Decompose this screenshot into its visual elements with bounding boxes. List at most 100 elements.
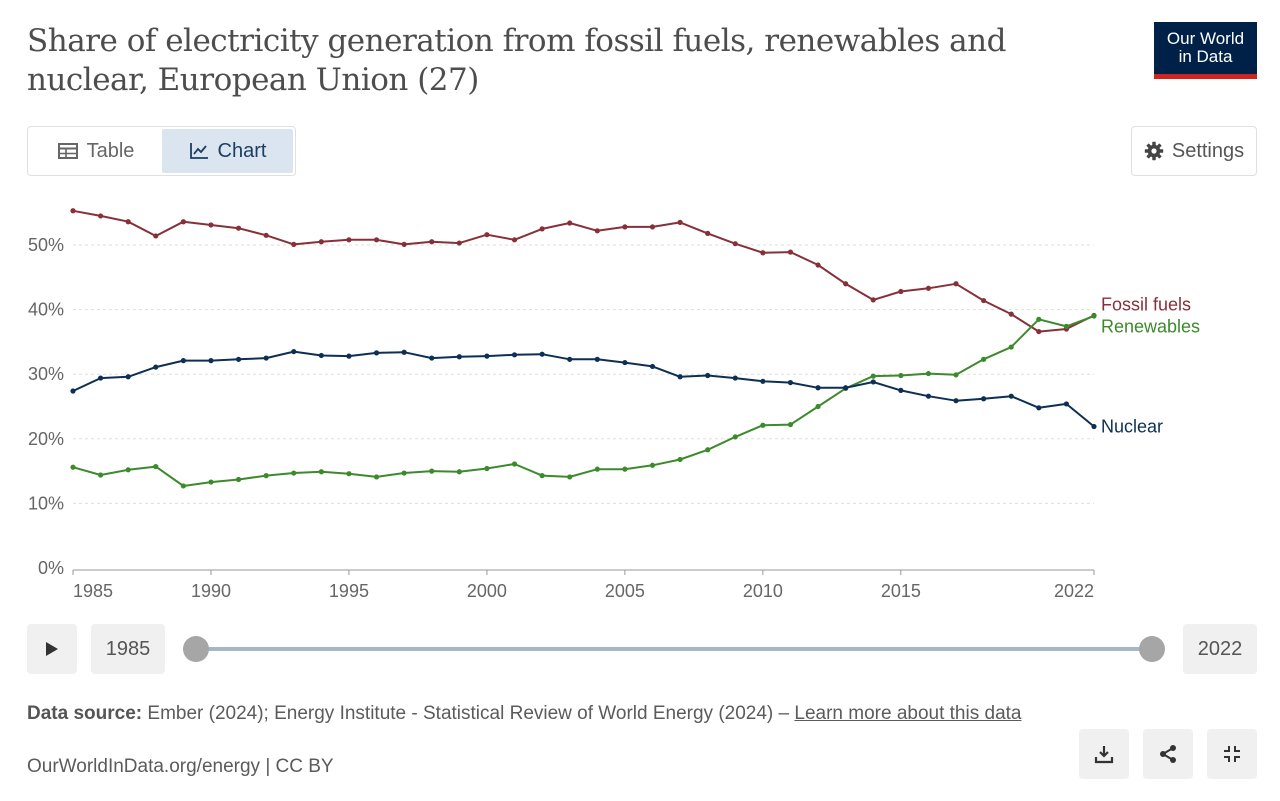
data-point[interactable] bbox=[1063, 401, 1070, 407]
data-point[interactable] bbox=[953, 398, 959, 404]
data-point[interactable] bbox=[760, 378, 766, 384]
data-point[interactable] bbox=[318, 352, 324, 359]
series-label[interactable]: Nuclear bbox=[1101, 417, 1163, 437]
data-point[interactable] bbox=[511, 461, 518, 467]
data-point[interactable] bbox=[208, 479, 214, 485]
timeline-end-year[interactable]: 2022 bbox=[1183, 624, 1257, 674]
data-point[interactable] bbox=[870, 379, 876, 385]
data-point[interactable] bbox=[125, 467, 131, 473]
data-point[interactable] bbox=[263, 355, 269, 361]
data-point[interactable] bbox=[898, 387, 904, 393]
data-point[interactable] bbox=[622, 224, 628, 230]
data-point[interactable] bbox=[843, 385, 849, 391]
data-point[interactable] bbox=[401, 470, 407, 476]
data-point[interactable] bbox=[677, 374, 683, 380]
data-point[interactable] bbox=[484, 232, 490, 238]
series-line[interactable] bbox=[72, 350, 1095, 428]
exit-fullscreen-button[interactable] bbox=[1207, 729, 1257, 779]
data-point[interactable] bbox=[263, 232, 269, 238]
data-point[interactable] bbox=[125, 374, 131, 380]
data-point[interactable] bbox=[815, 262, 821, 268]
data-point[interactable] bbox=[97, 213, 104, 219]
data-point[interactable] bbox=[70, 464, 76, 470]
data-point[interactable] bbox=[1008, 311, 1014, 317]
data-point[interactable] bbox=[539, 351, 545, 357]
data-point[interactable] bbox=[649, 363, 656, 370]
data-point[interactable] bbox=[153, 233, 159, 239]
timeline-start-handle[interactable] bbox=[183, 636, 209, 662]
tab-chart[interactable]: Chart bbox=[162, 129, 293, 173]
data-point[interactable] bbox=[291, 241, 297, 247]
data-point[interactable] bbox=[925, 370, 932, 377]
data-point[interactable] bbox=[732, 434, 738, 440]
data-point[interactable] bbox=[180, 358, 186, 364]
data-point[interactable] bbox=[953, 281, 959, 287]
data-point[interactable] bbox=[649, 462, 656, 468]
data-point[interactable] bbox=[456, 240, 462, 246]
data-point[interactable] bbox=[291, 470, 297, 476]
data-point[interactable] bbox=[125, 219, 131, 225]
data-point[interactable] bbox=[318, 469, 324, 475]
learn-more-link[interactable]: Learn more about this data bbox=[794, 703, 1022, 724]
data-point[interactable] bbox=[787, 421, 794, 428]
data-point[interactable] bbox=[898, 288, 904, 295]
data-point[interactable] bbox=[732, 241, 738, 247]
data-point[interactable] bbox=[456, 354, 462, 360]
share-button[interactable] bbox=[1143, 729, 1193, 779]
data-point[interactable] bbox=[1091, 313, 1097, 319]
data-point[interactable] bbox=[97, 375, 104, 381]
data-point[interactable] bbox=[235, 356, 242, 362]
data-point[interactable] bbox=[346, 353, 352, 359]
data-point[interactable] bbox=[567, 356, 573, 362]
data-point[interactable] bbox=[870, 297, 876, 303]
data-point[interactable] bbox=[705, 372, 711, 379]
data-point[interactable] bbox=[401, 241, 407, 247]
data-point[interactable] bbox=[594, 466, 600, 472]
data-point[interactable] bbox=[732, 375, 738, 381]
data-point[interactable] bbox=[346, 471, 352, 477]
series-line[interactable] bbox=[72, 315, 1095, 487]
data-point[interactable] bbox=[539, 226, 545, 232]
data-point[interactable] bbox=[622, 359, 628, 366]
data-point[interactable] bbox=[677, 456, 683, 463]
data-point[interactable] bbox=[622, 466, 628, 472]
data-point[interactable] bbox=[291, 348, 297, 355]
data-point[interactable] bbox=[153, 364, 159, 370]
data-point[interactable] bbox=[318, 239, 324, 245]
data-point[interactable] bbox=[208, 358, 214, 364]
data-point[interactable] bbox=[981, 396, 987, 402]
data-point[interactable] bbox=[429, 468, 435, 474]
data-point[interactable] bbox=[456, 469, 462, 475]
data-point[interactable] bbox=[981, 356, 987, 362]
series-label[interactable]: Renewables bbox=[1101, 317, 1200, 337]
data-point[interactable] bbox=[373, 474, 380, 480]
series-label[interactable]: Fossil fuels bbox=[1101, 295, 1191, 315]
data-point[interactable] bbox=[180, 219, 186, 225]
data-point[interactable] bbox=[760, 250, 766, 256]
data-point[interactable] bbox=[1008, 344, 1014, 350]
timeline-track[interactable] bbox=[196, 647, 1152, 651]
data-point[interactable] bbox=[898, 372, 904, 379]
data-point[interactable] bbox=[429, 239, 435, 245]
data-point[interactable] bbox=[925, 285, 932, 291]
data-point[interactable] bbox=[981, 297, 987, 304]
data-point[interactable] bbox=[263, 473, 269, 479]
data-point[interactable] bbox=[70, 388, 76, 394]
data-point[interactable] bbox=[677, 219, 683, 225]
data-point[interactable] bbox=[787, 249, 794, 255]
data-point[interactable] bbox=[484, 353, 490, 359]
download-button[interactable] bbox=[1079, 729, 1129, 779]
data-point[interactable] bbox=[567, 474, 573, 480]
series-line[interactable] bbox=[72, 209, 1095, 333]
data-point[interactable] bbox=[208, 222, 214, 228]
play-button[interactable] bbox=[27, 624, 77, 674]
data-point[interactable] bbox=[1091, 423, 1097, 430]
data-point[interactable] bbox=[649, 224, 656, 230]
data-point[interactable] bbox=[539, 473, 545, 479]
settings-button[interactable]: Settings bbox=[1131, 126, 1257, 176]
data-point[interactable] bbox=[594, 356, 600, 362]
owid-logo[interactable]: Our World in Data bbox=[1154, 22, 1257, 79]
data-point[interactable] bbox=[815, 403, 821, 410]
data-point[interactable] bbox=[180, 483, 186, 489]
data-point[interactable] bbox=[705, 230, 711, 236]
